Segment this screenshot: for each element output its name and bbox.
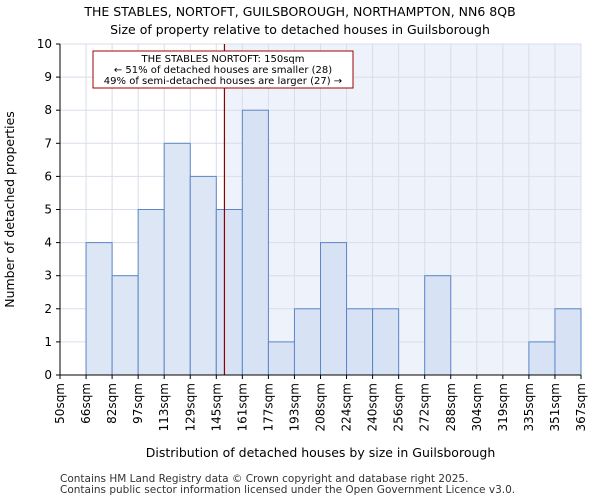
histogram-bar <box>189 175 217 376</box>
chart-title-block: THE STABLES, NORTOFT, GUILSBOROUGH, NORT… <box>0 3 600 39</box>
footer-line-1: Contains HM Land Registry data © Crown c… <box>60 473 469 485</box>
x-tick-label: 288sqm <box>444 383 458 431</box>
chart-title: THE STABLES, NORTOFT, GUILSBOROUGH, NORT… <box>84 4 516 19</box>
histogram-bar <box>85 242 113 376</box>
y-tick-label: 10 <box>37 37 52 51</box>
x-tick-label: 304sqm <box>470 383 484 431</box>
y-tick-label: 2 <box>44 302 52 316</box>
x-tick-label: 351sqm <box>548 383 562 431</box>
x-tick-label: 177sqm <box>261 383 275 431</box>
x-tick-label: 256sqm <box>392 383 406 431</box>
annotation-box <box>92 50 354 89</box>
x-tick-label: 82sqm <box>105 383 119 424</box>
x-tick-label: 208sqm <box>314 383 328 431</box>
histogram-bar <box>424 275 452 376</box>
chart-subtitle: Size of property relative to detached ho… <box>110 22 490 37</box>
histogram-bar <box>320 242 348 376</box>
histogram-bar <box>554 308 582 376</box>
histogram-bar <box>372 308 400 376</box>
x-tick-label: 66sqm <box>79 383 93 424</box>
histogram-bar <box>241 109 269 376</box>
x-tick-label: 97sqm <box>131 383 145 424</box>
y-tick-label: 5 <box>44 203 52 217</box>
x-tick-label: 367sqm <box>574 383 588 431</box>
y-tick-label: 0 <box>44 368 52 382</box>
y-tick-label: 1 <box>44 335 52 349</box>
x-tick-label: 272sqm <box>418 383 432 431</box>
y-tick-label: 4 <box>44 236 52 250</box>
histogram-bar <box>215 209 243 376</box>
histogram-bar <box>111 275 139 376</box>
histogram-bar <box>267 341 295 376</box>
x-tick-label: 193sqm <box>287 383 301 431</box>
annotation-line-1: THE STABLES NORTOFT: 150sqm <box>141 54 305 65</box>
x-tick-label: 335sqm <box>522 383 536 431</box>
annotation-line-3: 49% of semi-detached houses are larger (… <box>104 76 342 87</box>
x-tick-label: 161sqm <box>235 383 249 431</box>
y-tick-label: 7 <box>44 136 52 150</box>
y-tick-label: 9 <box>44 70 52 84</box>
histogram-bar <box>528 341 556 376</box>
y-axis-title: Number of detached properties <box>2 111 17 308</box>
x-tick-label: 129sqm <box>183 383 197 431</box>
footer-line-2: Contains public sector information licen… <box>60 484 516 496</box>
histogram-bar <box>293 308 322 376</box>
y-tick-label: 3 <box>44 269 52 283</box>
y-tick-label: 6 <box>44 169 52 183</box>
footer-attribution: Contains HM Land Registry data © Crown c… <box>60 474 515 496</box>
x-axis-title: Distribution of detached houses by size … <box>146 445 496 460</box>
annotation-line-2: ← 51% of detached houses are smaller (28… <box>114 65 332 76</box>
x-tick-label: 145sqm <box>209 383 223 431</box>
histogram-bar <box>137 209 165 376</box>
y-tick-label: 8 <box>44 103 52 117</box>
histogram-chart: 0 1 2 3 4 5 6 7 8 9 10 50sqm 66sqm 82sqm 97sqm 113sqm 12… <box>2 37 588 460</box>
x-tick-label: 240sqm <box>366 383 380 431</box>
histogram-bar <box>346 308 374 376</box>
x-tick-label: 319sqm <box>496 383 510 431</box>
x-tick-label: 50sqm <box>53 383 67 424</box>
x-tick-label: 113sqm <box>157 383 171 431</box>
x-tick-label: 224sqm <box>340 383 354 431</box>
histogram-bar <box>163 142 191 376</box>
